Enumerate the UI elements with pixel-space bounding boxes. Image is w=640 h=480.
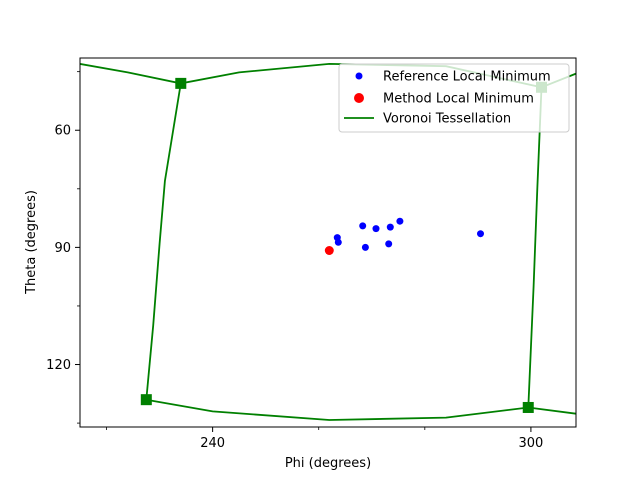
legend: Reference Local Minimum Method Local Min… (338, 63, 570, 133)
plot-frame (79, 57, 577, 428)
legend-box (338, 63, 570, 133)
reference-minimum-point-2 (359, 222, 367, 230)
voronoi-edge-3 (146, 398, 576, 421)
reference-minimum-point-4 (372, 225, 380, 233)
ticks-layer: 240 300 60 90 120 (46, 71, 543, 451)
voronoi-edge-1 (145, 83, 182, 400)
y-tick-label: 120 (46, 358, 71, 373)
legend-label-method: Method Local Minimum (383, 92, 534, 107)
legend-marker-method (354, 93, 364, 103)
points-layer (324, 217, 484, 255)
y-tick-label: 90 (54, 241, 71, 256)
legend-label-voronoi: Voronoi Tessellation (383, 112, 511, 127)
voronoi-edge-2 (527, 87, 543, 408)
y-tick-label: 60 (54, 124, 71, 139)
method-minimum-point-0 (324, 246, 334, 255)
y-axis-label: Theta (degrees) (24, 190, 39, 295)
reference-minimum-point-5 (385, 240, 393, 248)
reference-minimum-point-8 (477, 230, 484, 238)
reference-minimum-point-6 (386, 223, 394, 231)
x-axis-label: Phi (degrees) (285, 456, 371, 471)
reference-minimum-point-3 (361, 243, 369, 251)
x-tick-label: 240 (200, 436, 225, 451)
voronoi-vertex-3 (522, 401, 534, 413)
reference-minimum-point-7 (396, 217, 404, 225)
reference-minimum-point-1 (334, 238, 342, 246)
voronoi-vertex-1 (140, 394, 152, 406)
x-tick-label: 300 (518, 436, 543, 451)
legend-label-reference: Reference Local Minimum (383, 70, 551, 85)
legend-marker-reference (355, 72, 363, 80)
voronoi-vertex-0 (175, 77, 187, 89)
